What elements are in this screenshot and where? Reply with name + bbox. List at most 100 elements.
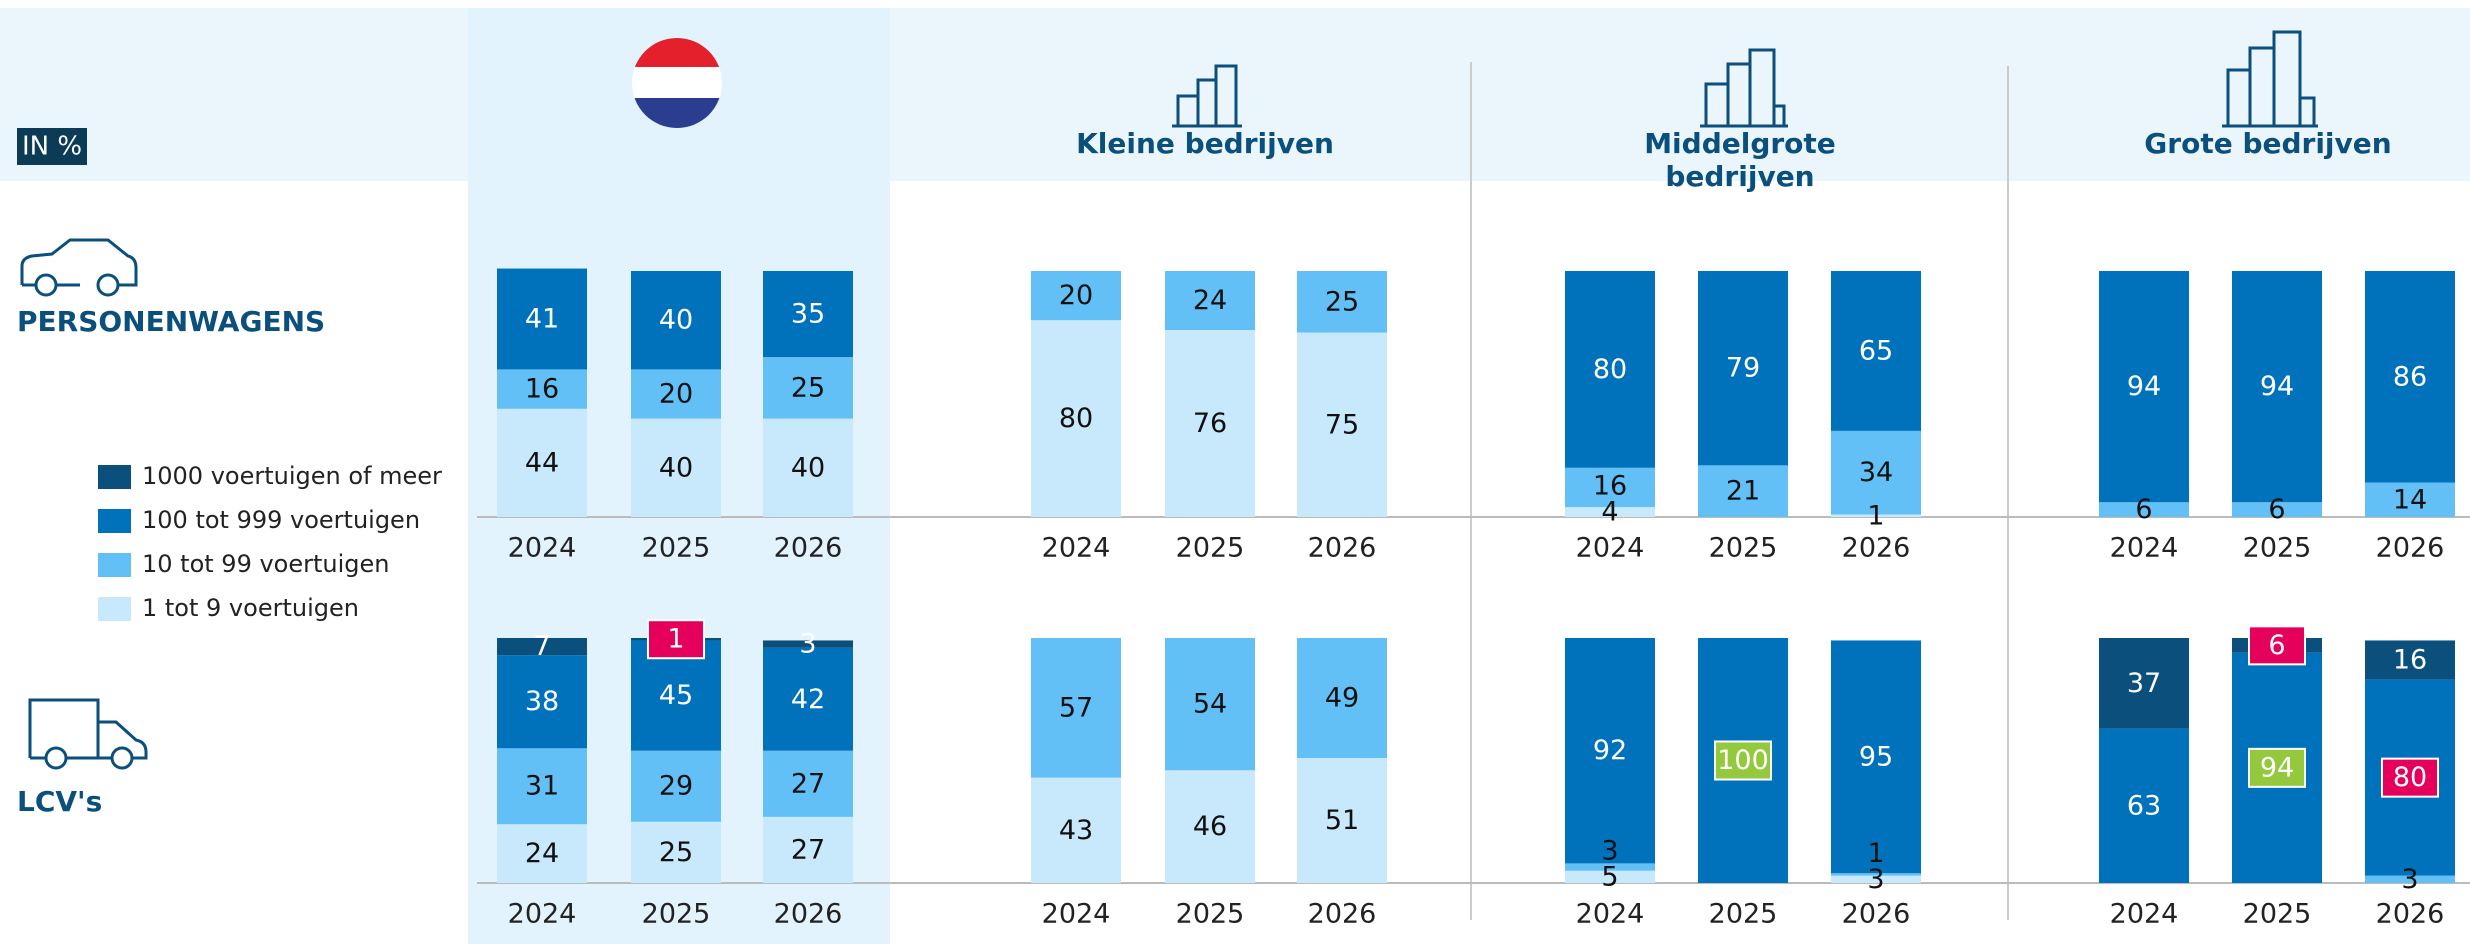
bar-segment	[2365, 271, 2455, 483]
x-tick-label: 2025	[2243, 899, 2312, 930]
bar-segment	[2099, 638, 2189, 729]
bar-segment	[2099, 502, 2189, 517]
data-label: 21	[1726, 476, 1760, 507]
data-label: 14	[2393, 484, 2427, 515]
bar-segment	[631, 821, 721, 883]
data-label: 80	[1593, 354, 1627, 385]
x-tick-label: 2025	[1176, 533, 1245, 564]
bar-segment	[631, 271, 721, 370]
bar-segment	[1031, 777, 1121, 883]
data-label: 6	[2135, 494, 2152, 525]
data-label: 49	[1325, 683, 1359, 714]
bar-segment	[631, 750, 721, 822]
bar-segment	[1297, 271, 1387, 333]
bar-segment	[497, 824, 587, 883]
bar-segment	[1165, 271, 1255, 331]
data-label: 25	[1325, 286, 1359, 317]
data-label: 1	[1867, 838, 1884, 869]
data-label: 7	[533, 631, 550, 662]
data-label: 40	[659, 305, 693, 336]
data-label: 41	[525, 303, 559, 334]
x-tick-label: 2026	[1842, 899, 1911, 930]
bar-segment	[763, 640, 853, 648]
row-label: PERSONENWAGENS	[17, 305, 325, 338]
x-tick-label: 2026	[1842, 533, 1911, 564]
group-title: Kleine bedrijven	[1076, 127, 1334, 160]
x-tick-label: 2026	[774, 899, 843, 930]
data-label: 45	[659, 680, 693, 711]
bar-segment	[1831, 640, 1921, 874]
data-label: 54	[1193, 689, 1227, 720]
data-label: 65	[1859, 335, 1893, 366]
label-highlight	[2248, 625, 2306, 666]
x-tick-label: 2024	[1576, 533, 1645, 564]
bar-segment	[1565, 467, 1655, 508]
bar-segment	[1565, 638, 1655, 864]
bar-segment	[497, 655, 587, 749]
data-label: 5	[1601, 861, 1618, 892]
data-label: 4	[1601, 497, 1618, 528]
group-title: Middelgrote	[1644, 127, 1836, 160]
legend-swatch	[98, 553, 131, 577]
x-tick-label: 2026	[2376, 899, 2445, 930]
x-tick-label: 2024	[2110, 533, 2179, 564]
legend-label: 10 tot 99 voertuigen	[142, 550, 390, 578]
label-highlight	[1714, 740, 1772, 781]
van-icon	[28, 698, 148, 770]
bar-segment	[1565, 507, 1655, 517]
bar-segment	[1831, 271, 1921, 431]
legend-swatch	[98, 597, 131, 621]
unit-label: IN %	[22, 132, 82, 162]
data-label: 95	[1859, 741, 1893, 772]
data-label: 1	[667, 624, 684, 655]
row-label: LCV's	[17, 785, 102, 818]
bar-segment	[1831, 430, 1921, 515]
bar-segment	[497, 748, 587, 825]
data-label: 34	[1859, 457, 1893, 488]
data-label: 76	[1193, 408, 1227, 439]
bar-segment	[1565, 870, 1655, 883]
data-label: 20	[1059, 280, 1093, 311]
bar-segment	[1297, 332, 1387, 517]
bar-segment	[1297, 638, 1387, 759]
bar-segment	[1031, 271, 1121, 321]
group-title: bedrijven	[1665, 160, 1814, 193]
legend-label: 1 tot 9 voertuigen	[142, 594, 359, 622]
bar-segment	[763, 357, 853, 419]
bar-segment	[497, 268, 587, 370]
bar-segment	[631, 369, 721, 419]
data-label: 27	[791, 834, 825, 865]
bar-segment	[1565, 271, 1655, 468]
car-icon	[20, 238, 138, 297]
data-label: 25	[659, 837, 693, 868]
bar-segment	[1831, 875, 1921, 883]
legend-label: 1000 voertuigen of meer	[142, 462, 442, 490]
bar-segment	[1031, 638, 1121, 778]
bar-segment	[1565, 863, 1655, 871]
bar-segment	[1297, 758, 1387, 883]
bar-segment	[497, 638, 587, 656]
x-tick-label: 2025	[1709, 533, 1778, 564]
data-label: 1	[1867, 500, 1884, 531]
data-label: 31	[525, 771, 559, 802]
legend-swatch	[98, 509, 131, 533]
building-icon	[1700, 48, 1788, 128]
legend-swatch	[98, 465, 131, 489]
data-label: 24	[1193, 285, 1227, 316]
bar-segment	[1031, 320, 1121, 517]
data-label: 16	[525, 374, 559, 405]
data-label: 16	[1593, 471, 1627, 502]
bar-segment	[763, 750, 853, 817]
data-label: 3	[1867, 864, 1884, 895]
bar-segment	[2232, 502, 2322, 517]
x-tick-label: 2025	[1709, 899, 1778, 930]
building-icon	[1172, 64, 1242, 128]
data-label: 37	[2127, 668, 2161, 699]
x-tick-label: 2024	[1042, 533, 1111, 564]
bar-segment	[631, 418, 721, 517]
data-label: 35	[791, 299, 825, 330]
data-label: 43	[1059, 815, 1093, 846]
data-label: 79	[1726, 353, 1760, 384]
